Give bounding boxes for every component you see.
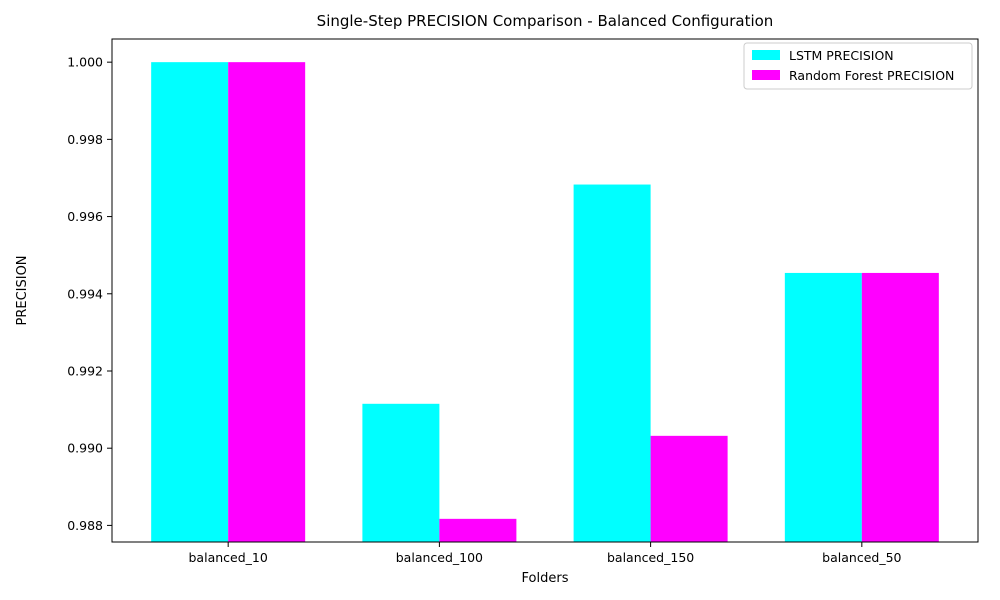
bar-lstm-balanced_150 [573, 184, 651, 542]
bar-random-forest-balanced_100 [439, 518, 517, 542]
bar-lstm-balanced_50 [784, 272, 862, 542]
y-tick-label: 1.000 [67, 55, 103, 70]
bar-lstm-balanced_100 [362, 403, 440, 542]
legend-swatch [752, 70, 780, 80]
legend-label: LSTM PRECISION [789, 48, 894, 63]
legend: LSTM PRECISION Random Forest PRECISION [743, 42, 973, 90]
bar-random-forest-balanced_10 [228, 62, 306, 543]
x-tick-label: balanced_10 [189, 550, 268, 565]
y-tick-label: 0.998 [67, 132, 103, 147]
x-tick-label: balanced_50 [822, 550, 901, 565]
legend-label: Random Forest PRECISION [789, 68, 954, 83]
chart-title: Single-Step PRECISION Comparison - Balan… [317, 12, 774, 30]
y-axis-label: PRECISION [15, 255, 30, 325]
y-tick-label: 0.996 [67, 209, 103, 224]
bars-group [151, 62, 939, 543]
plot-frame [111, 38, 979, 543]
x-tick-label: balanced_100 [396, 550, 483, 565]
y-tick-label: 0.994 [67, 286, 103, 301]
y-axis: 0.988 0.990 0.992 0.994 0.996 0.998 1.000 [67, 55, 112, 533]
x-axis: balanced_10 balanced_100 balanced_150 balan… [189, 542, 902, 565]
y-tick-label: 0.988 [67, 518, 103, 533]
bar-random-forest-balanced_150 [650, 435, 728, 542]
x-axis-label: Folders [522, 571, 569, 586]
x-tick-label: balanced_150 [607, 550, 694, 565]
legend-swatch [752, 50, 780, 60]
legend-box [743, 42, 973, 90]
y-tick-label: 0.990 [67, 441, 103, 456]
bar-lstm-balanced_10 [151, 62, 229, 543]
bar-random-forest-balanced_50 [861, 272, 939, 542]
y-tick-label: 0.992 [67, 363, 103, 378]
